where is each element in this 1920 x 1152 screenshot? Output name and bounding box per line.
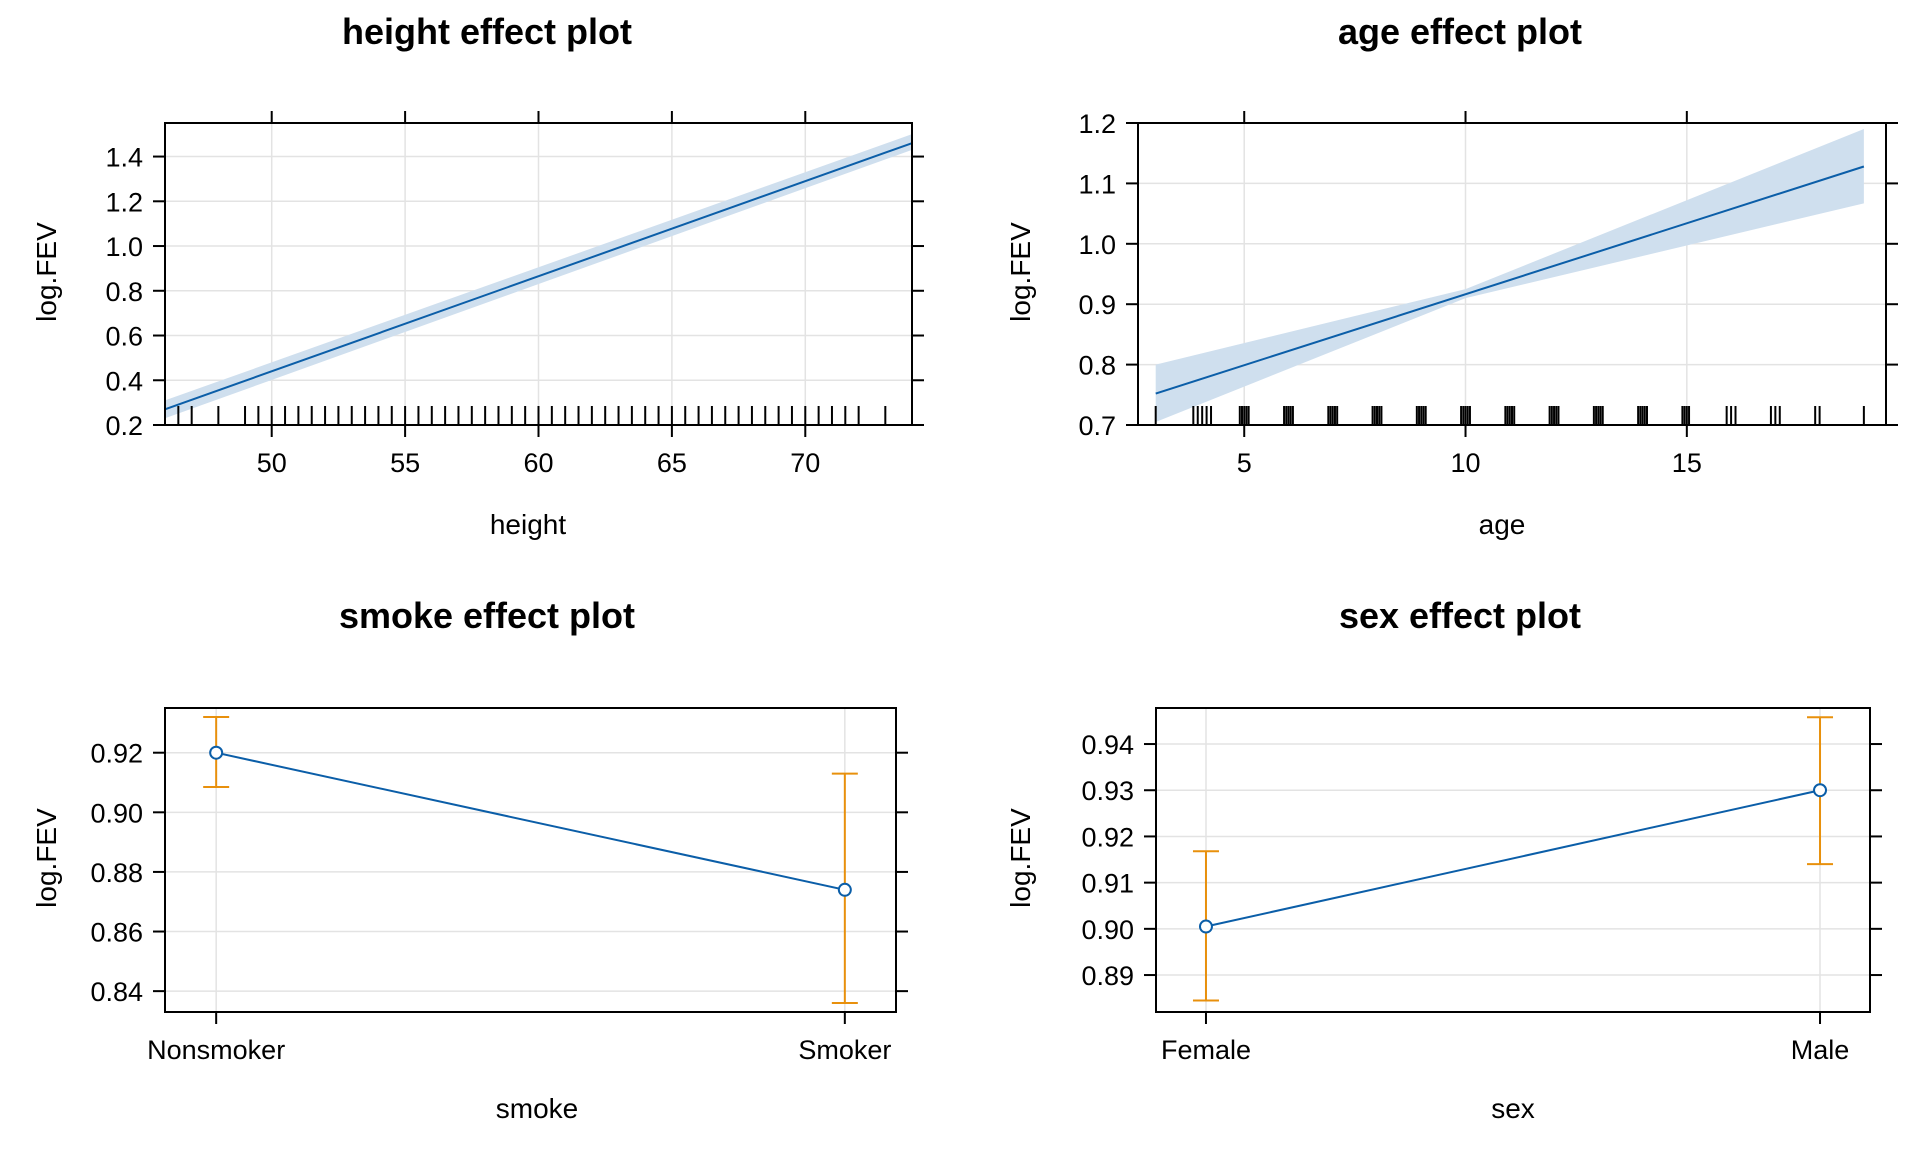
sex-x-axis-label: sex bbox=[1491, 1093, 1535, 1124]
age-panel-title: age effect plot bbox=[1338, 11, 1582, 52]
sex-x-tick-label-1: Male bbox=[1791, 1035, 1850, 1065]
sex-point-0 bbox=[1198, 919, 1213, 934]
age-y-tick-label-5: 1.2 bbox=[1078, 109, 1116, 139]
sex-y-tick-label-4: 0.93 bbox=[1081, 776, 1134, 806]
height-y-tick-label-2: 0.6 bbox=[105, 322, 143, 352]
age-frame bbox=[1137, 122, 1887, 426]
age-fit-line bbox=[1155, 165, 1865, 395]
smoke-effect-line bbox=[215, 751, 846, 891]
sex-y-tick-label-0: 0.89 bbox=[1081, 961, 1134, 991]
height-plot-area: 50 55 60 65 70 0.2 0.4 0.6 0.8 1.0 1.2 1.4 bbox=[105, 111, 924, 478]
height-x-tick-label-3: 65 bbox=[657, 448, 687, 478]
age-x-tick-label-2: 15 bbox=[1672, 448, 1702, 478]
age-y-tick-label-4: 1.1 bbox=[1078, 169, 1116, 199]
age-plot-area: 5 10 15 0.7 0.8 0.9 1.0 1.1 1.2 bbox=[1078, 109, 1898, 478]
sex-plot-area: Female Male 0.89 0.90 0.91 0.92 0.93 0.94 bbox=[1081, 707, 1882, 1065]
height-y-tick-label-6: 1.4 bbox=[105, 143, 143, 173]
height-effect-panel: height effect plot height log.FEV 50 55 60… bbox=[31, 11, 924, 540]
smoke-x-axis-label: smoke bbox=[496, 1093, 578, 1124]
sex-y-axis-label: log.FEV bbox=[1005, 808, 1036, 908]
smoke-y-tick-label-3: 0.90 bbox=[90, 798, 143, 828]
age-effect-panel: age effect plot age log.FEV 5 10 15 0.7 0.8 0… bbox=[1005, 11, 1898, 540]
smoke-y-tick-label-4: 0.92 bbox=[90, 739, 143, 769]
smoke-panel-title: smoke effect plot bbox=[339, 595, 635, 636]
age-confidence-band bbox=[1155, 129, 1864, 422]
height-y-tick-label-3: 0.8 bbox=[105, 277, 143, 307]
height-y-tick-label-4: 1.0 bbox=[105, 232, 143, 262]
age-y-tick-label-0: 0.7 bbox=[1078, 411, 1116, 441]
age-y-tick-label-1: 0.8 bbox=[1078, 351, 1116, 381]
height-panel-title: height effect plot bbox=[342, 11, 632, 52]
sex-panel-title: sex effect plot bbox=[1339, 595, 1581, 636]
age-y-tick-label-3: 1.0 bbox=[1078, 230, 1116, 260]
height-y-tick-label-5: 1.2 bbox=[105, 187, 143, 217]
smoke-x-tick-label-0: Nonsmoker bbox=[147, 1035, 285, 1065]
height-y-axis-label: log.FEV bbox=[31, 222, 62, 322]
height-y-tick-label-0: 0.2 bbox=[105, 411, 143, 441]
height-x-tick-label-1: 55 bbox=[390, 448, 420, 478]
smoke-x-tick-label-1: Smoker bbox=[798, 1035, 891, 1065]
height-y-tick-label-1: 0.4 bbox=[105, 366, 143, 396]
smoke-point-0 bbox=[209, 745, 224, 760]
age-x-tick-label-1: 10 bbox=[1451, 448, 1481, 478]
sex-y-tick-label-3: 0.92 bbox=[1081, 822, 1134, 852]
sex-point-1 bbox=[1813, 783, 1828, 798]
sex-y-tick-label-1: 0.90 bbox=[1081, 915, 1134, 945]
height-x-tick-label-4: 70 bbox=[790, 448, 820, 478]
smoke-frame bbox=[164, 707, 897, 1013]
age-x-axis-label: age bbox=[1479, 509, 1526, 540]
height-x-axis-label: height bbox=[490, 509, 567, 540]
smoke-point-1 bbox=[837, 882, 852, 897]
smoke-effect-panel: smoke effect plot smoke log.FEV Nonsmoke… bbox=[31, 595, 908, 1124]
height-x-tick-label-2: 60 bbox=[523, 448, 553, 478]
sex-effect-panel: sex effect plot sex log.FEV Female Male 0.… bbox=[1005, 595, 1882, 1124]
age-y-tick-label-2: 0.9 bbox=[1078, 290, 1116, 320]
sex-effect-line bbox=[1205, 789, 1821, 928]
height-fit-line bbox=[164, 142, 913, 411]
smoke-y-tick-label-0: 0.84 bbox=[90, 977, 143, 1007]
smoke-plot-area: Nonsmoker Smoker 0.84 0.86 0.88 0.90 0.92 bbox=[90, 707, 908, 1065]
age-y-axis-label: log.FEV bbox=[1005, 222, 1036, 322]
height-x-tick-label-0: 50 bbox=[257, 448, 287, 478]
sex-y-tick-label-5: 0.94 bbox=[1081, 730, 1134, 760]
age-x-tick-label-0: 5 bbox=[1237, 448, 1252, 478]
sex-x-tick-label-0: Female bbox=[1161, 1035, 1251, 1065]
smoke-y-tick-label-2: 0.88 bbox=[90, 858, 143, 888]
sex-frame bbox=[1155, 707, 1871, 1013]
smoke-y-tick-label-1: 0.86 bbox=[90, 918, 143, 948]
smoke-y-axis-label: log.FEV bbox=[31, 808, 62, 908]
sex-y-tick-label-2: 0.91 bbox=[1081, 869, 1134, 899]
